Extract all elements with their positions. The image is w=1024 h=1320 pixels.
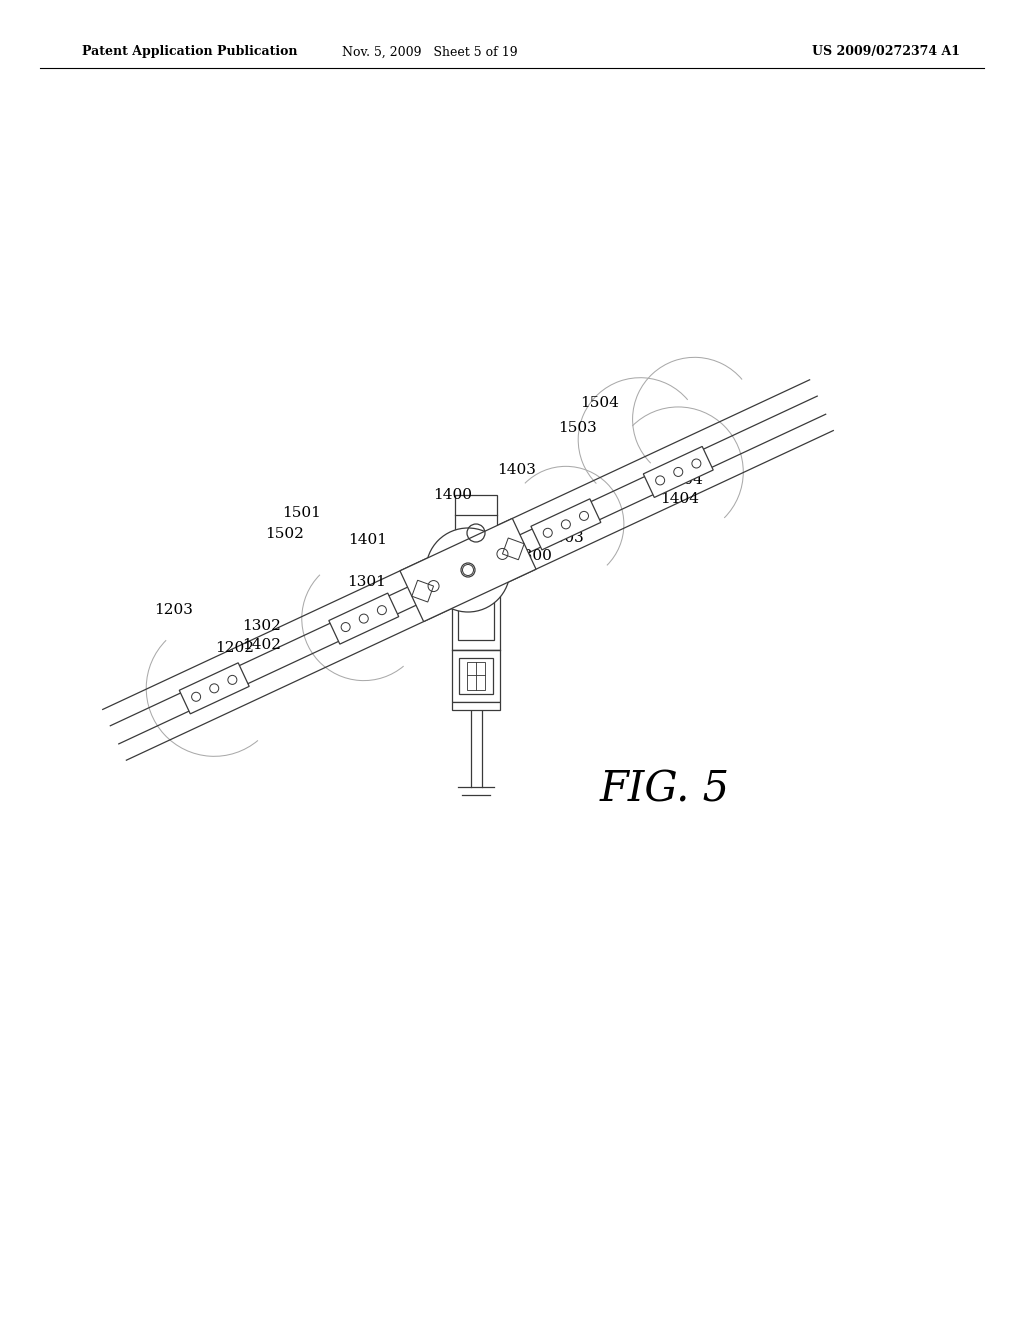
Text: 1504: 1504 xyxy=(580,396,618,411)
Text: 1303: 1303 xyxy=(545,531,584,545)
Text: Patent Application Publication: Patent Application Publication xyxy=(82,45,298,58)
Bar xyxy=(467,663,485,690)
Text: 1302: 1302 xyxy=(242,619,281,634)
Polygon shape xyxy=(643,446,713,498)
Text: 1300: 1300 xyxy=(513,549,552,564)
Polygon shape xyxy=(400,519,536,622)
Text: 1203: 1203 xyxy=(154,603,193,616)
Text: FIG. 5: FIG. 5 xyxy=(600,770,730,810)
Bar xyxy=(459,657,493,694)
Polygon shape xyxy=(179,663,249,714)
Text: 1400: 1400 xyxy=(433,488,472,502)
Circle shape xyxy=(426,528,510,612)
Text: US 2009/0272374 A1: US 2009/0272374 A1 xyxy=(812,45,961,58)
Text: 1401: 1401 xyxy=(348,533,387,546)
Bar xyxy=(455,495,497,579)
Polygon shape xyxy=(530,499,601,550)
Text: 1502: 1502 xyxy=(265,527,304,541)
Bar xyxy=(452,582,500,649)
Text: 1402: 1402 xyxy=(242,638,281,652)
Text: 1202: 1202 xyxy=(215,642,254,655)
Text: Nov. 5, 2009   Sheet 5 of 19: Nov. 5, 2009 Sheet 5 of 19 xyxy=(342,45,518,58)
Text: 1501: 1501 xyxy=(282,506,321,520)
Text: 1503: 1503 xyxy=(558,421,597,436)
Text: 1304: 1304 xyxy=(664,473,702,487)
Bar xyxy=(452,702,500,710)
Polygon shape xyxy=(329,593,398,644)
Bar xyxy=(458,591,494,640)
Text: 1403: 1403 xyxy=(497,463,536,477)
Text: 1301: 1301 xyxy=(347,576,386,589)
Text: 1404: 1404 xyxy=(660,492,699,506)
Bar xyxy=(452,649,500,702)
